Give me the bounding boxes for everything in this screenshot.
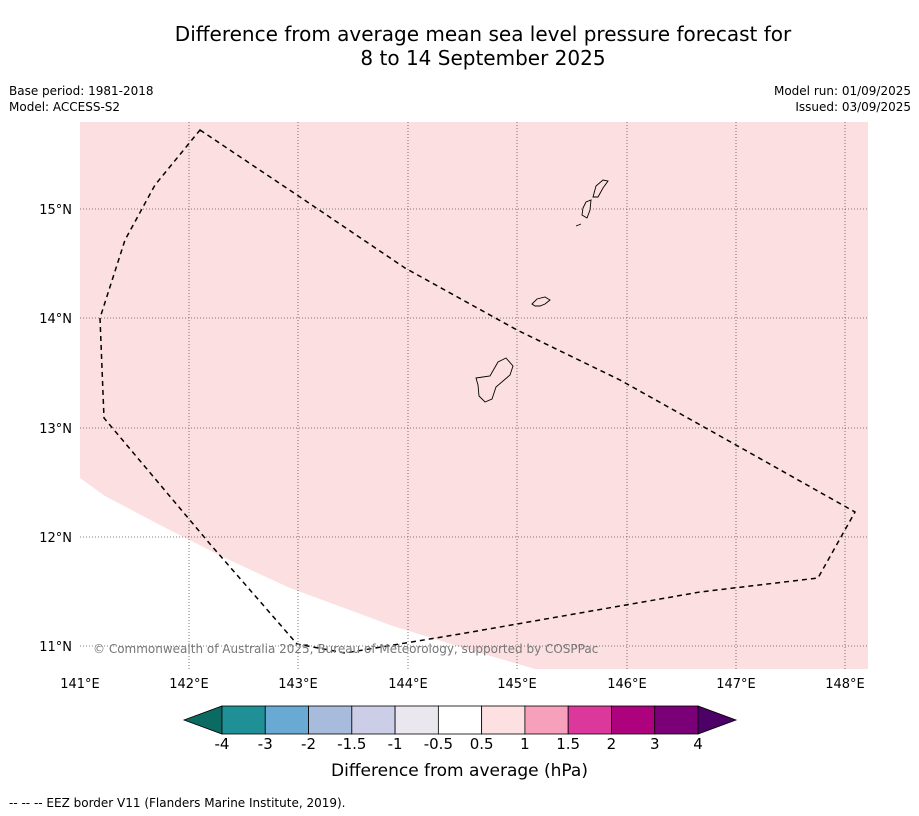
colorbar-tick-label: 3 <box>649 735 660 753</box>
colorbar-tick-label: 2 <box>606 735 617 753</box>
islands <box>475 179 609 403</box>
lat-tick-label: 11°N <box>39 640 72 655</box>
colorbar-tick-label: -4 <box>214 735 230 753</box>
lat-tick-label: 14°N <box>39 312 72 327</box>
footer-note: -- -- -- EEZ border V11 (Flanders Marine… <box>9 796 346 810</box>
lon-tick-label: 142°E <box>169 677 209 692</box>
colorbar-tick-label: 1 <box>520 735 530 753</box>
colorbar-segment <box>611 705 656 735</box>
anomaly-field <box>80 122 868 669</box>
meta-right: Model run: 01/09/2025 Issued: 03/09/2025 <box>774 83 911 115</box>
lon-tick-label: 147°E <box>716 677 756 692</box>
lon-tick-label: 143°E <box>278 677 318 692</box>
colorbar-extend-low <box>182 705 223 735</box>
colorbar-extend-high <box>697 705 738 735</box>
colorbar-tick-label: -0.5 <box>423 735 453 753</box>
colorbar-segment <box>308 705 353 735</box>
colorbar-segment <box>221 705 266 735</box>
lat-tick-label: 12°N <box>39 531 72 546</box>
tinian-island <box>581 199 592 219</box>
lon-tick-label: 148°E <box>825 677 865 692</box>
guam-island <box>475 357 514 403</box>
colorbar-tick-label: 4 <box>693 735 703 753</box>
chart-title: Difference from average mean sea level p… <box>0 22 919 70</box>
colorbar-segment <box>264 705 309 735</box>
title-line-2: 8 to 14 September 2025 <box>360 46 606 70</box>
lon-tick-label: 144°E <box>388 677 428 692</box>
colorbar-label: Difference from average (hPa) <box>331 761 588 781</box>
model-run: Model run: 01/09/2025 <box>773 84 911 98</box>
latitude-labels: 15°N 14°N 13°N 12°N 11°N <box>39 203 72 655</box>
colorbar-segment <box>437 705 483 735</box>
lon-tick-label: 145°E <box>497 677 537 692</box>
aguijan-island <box>575 223 582 227</box>
colorbar-tick-label: -1 <box>387 735 403 753</box>
saipan-island <box>592 179 609 198</box>
issued-date: Issued: 03/09/2025 <box>795 100 911 114</box>
lon-tick-label: 141°E <box>60 677 100 692</box>
colorbar-tick-label: 1.5 <box>556 735 581 753</box>
colorbar-tick-label: -1.5 <box>337 735 367 753</box>
copyright-text: © Commonwealth of Australia 2025, Bureau… <box>93 642 598 656</box>
colorbar-tick-label: -3 <box>257 735 273 753</box>
meta-left: Base period: 1981-2018 Model: ACCESS-S2 <box>9 83 154 115</box>
longitude-labels: 141°E 142°E 143°E 144°E 145°E 146°E 147°… <box>60 677 865 692</box>
colorbar-segment <box>567 705 612 735</box>
rota-island <box>531 296 551 307</box>
title-line-1: Difference from average mean sea level p… <box>174 22 792 46</box>
colorbar-segment <box>654 705 699 735</box>
lat-tick-label: 15°N <box>39 203 72 218</box>
base-period: Base period: 1981-2018 <box>9 84 154 98</box>
colorbar <box>182 705 738 735</box>
lat-tick-label: 13°N <box>39 422 72 437</box>
colorbar-tick-label: -2 <box>301 735 317 753</box>
colorbar-segment <box>394 705 439 735</box>
colorbar-tick-label: 0.5 <box>469 735 494 753</box>
colorbar-segment <box>351 705 396 735</box>
lon-tick-label: 146°E <box>607 677 647 692</box>
colorbar-segment <box>524 705 569 735</box>
eez-border <box>99 128 857 654</box>
model-name: Model: ACCESS-S2 <box>9 100 121 114</box>
grid-lines <box>80 122 868 669</box>
colorbar-segment <box>481 705 526 735</box>
